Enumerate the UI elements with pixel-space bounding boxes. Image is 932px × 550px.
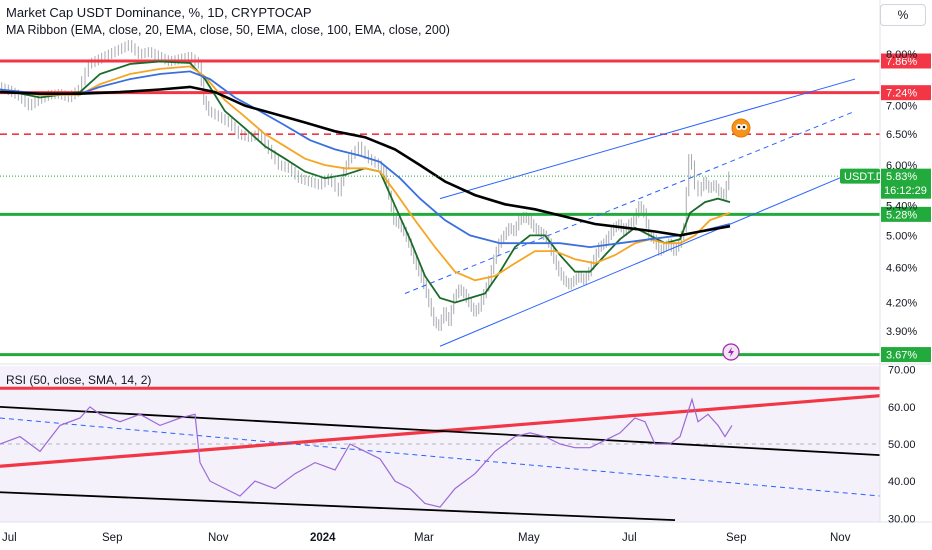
level-badge-label: 5.28% bbox=[886, 209, 917, 221]
ma-ribbon-legend[interactable]: MA Ribbon (EMA, close, 20, EMA, close, 5… bbox=[6, 23, 450, 37]
rsi-series bbox=[0, 397, 733, 508]
level-badge-label: 3.67% bbox=[886, 350, 917, 362]
level-badge-1: 7.24% bbox=[881, 85, 931, 101]
rsi-trendline-3 bbox=[0, 417, 881, 497]
level-badge-label: 7.86% bbox=[886, 56, 917, 68]
price-badge-countdown: 16:12:29 bbox=[884, 185, 927, 197]
price-tick-8: 3.90% bbox=[886, 326, 917, 338]
price-badge-value: 5.83% bbox=[886, 171, 917, 183]
series-ema-50 bbox=[0, 65, 731, 282]
rsi-tick-4: 30.00 bbox=[888, 513, 916, 525]
price-tick-5: 5.00% bbox=[886, 230, 917, 242]
time-tick-0: Jul bbox=[2, 532, 17, 544]
rsi-tick-0: 70.00 bbox=[888, 365, 916, 377]
series-ema-200 bbox=[0, 85, 731, 237]
time-tick-5: May bbox=[518, 532, 540, 544]
time-tick-6: Jul bbox=[622, 532, 637, 544]
level-badge-4: 3.67% bbox=[881, 347, 931, 363]
level-badge-bg bbox=[881, 85, 931, 101]
level-badge-0: 7.86% bbox=[881, 53, 931, 69]
symbol-badge-label: USDT.D bbox=[844, 171, 884, 183]
channel-lower bbox=[439, 171, 856, 347]
time-tick-3: 2024 bbox=[310, 532, 336, 544]
price-tick-3: 6.00% bbox=[886, 160, 917, 172]
price-tick-6: 4.60% bbox=[886, 263, 917, 275]
channel-upper bbox=[439, 78, 856, 200]
level-badge-bg bbox=[881, 53, 931, 69]
rsi-tick-1: 60.00 bbox=[888, 402, 916, 414]
series-ema-100 bbox=[0, 70, 731, 249]
rsi-legend[interactable]: RSI (50, close, SMA, 14, 2) bbox=[6, 373, 152, 387]
current-price-badge: USDT.D 5.83% 16:12:29 bbox=[840, 168, 931, 199]
level-badge-3: 5.28% bbox=[881, 206, 931, 222]
idea-bubble-icon[interactable] bbox=[731, 118, 751, 138]
time-tick-7: Sep bbox=[726, 532, 746, 544]
time-tick-2: Nov bbox=[208, 532, 229, 544]
level-badge-label: 7.24% bbox=[886, 88, 917, 100]
price-tick-7: 4.20% bbox=[886, 298, 917, 310]
price-tick-0: 8.00% bbox=[886, 49, 917, 61]
rsi-pane bbox=[0, 366, 881, 522]
rsi-trendline-1 bbox=[0, 405, 881, 457]
price-tick-1: 7.00% bbox=[886, 101, 917, 113]
flash-event-icon[interactable] bbox=[722, 343, 740, 361]
time-tick-1: Sep bbox=[102, 532, 122, 544]
rsi-tick-3: 40.00 bbox=[888, 476, 916, 488]
price-tick-2: 6.50% bbox=[886, 129, 917, 141]
symbol-badge-bg bbox=[840, 168, 880, 184]
rsi-tick-2: 50.00 bbox=[888, 439, 916, 451]
price-tick-4: 5.40% bbox=[886, 201, 917, 213]
chart-title: Market Cap USDT Dominance, %, 1D, CRYPTO… bbox=[6, 5, 312, 20]
scale-percent-button[interactable]: % bbox=[880, 4, 926, 26]
time-tick-4: Mar bbox=[414, 532, 434, 544]
price-badge-bg bbox=[881, 168, 931, 199]
level-badge-bg bbox=[881, 347, 931, 363]
time-tick-8: Nov bbox=[830, 532, 851, 544]
series-ema-20 bbox=[0, 60, 731, 304]
main-pane bbox=[0, 40, 880, 357]
level-badge-bg bbox=[881, 206, 931, 222]
rsi-trendline-2 bbox=[0, 491, 676, 522]
